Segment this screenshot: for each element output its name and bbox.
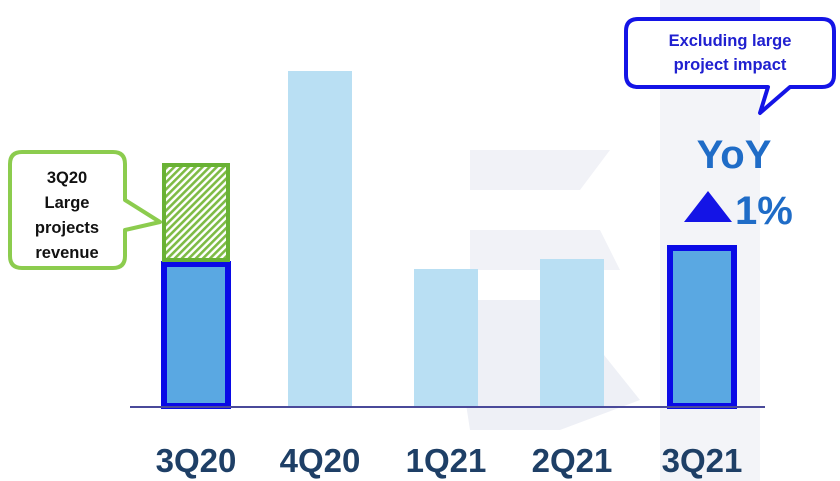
triangle-up-icon (684, 191, 732, 222)
bar-3q20-large-projects (162, 163, 230, 262)
yoy-annotation: YoY 1% (684, 133, 793, 233)
bars-layer (161, 71, 737, 409)
x-tick-label-4q20: 4Q20 (280, 442, 361, 479)
bar-2q21 (540, 259, 604, 406)
large-projects-callout-line-2: Large (45, 194, 90, 212)
excluding-callout-line-2: project impact (674, 56, 787, 74)
large-projects-callout-box (8, 150, 162, 270)
yoy-label: YoY (697, 133, 772, 177)
bar-1q21 (414, 269, 478, 406)
large-projects-callout-line-4: revenue (35, 244, 98, 262)
x-tick-label-1q21: 1Q21 (406, 442, 487, 479)
yoy-value: 1% (735, 189, 793, 233)
x-tick-labels: 3Q20 4Q20 1Q21 2Q21 3Q21 (156, 442, 743, 479)
large-projects-callout-line-1: 3Q20 (47, 169, 87, 187)
x-tick-label-3q21: 3Q21 (662, 442, 743, 479)
large-projects-callout-line-3: projects (35, 219, 99, 237)
bar-3q21 (667, 245, 737, 409)
excluding-callout-box (624, 17, 836, 115)
bar-4q20 (288, 71, 352, 406)
x-tick-label-3q20: 3Q20 (156, 442, 237, 479)
x-tick-label-2q21: 2Q21 (532, 442, 613, 479)
large-projects-callout: 3Q20 Large projects revenue (8, 150, 162, 270)
excluding-callout-line-1: Excluding large (669, 32, 792, 50)
bar-3q20 (161, 261, 231, 409)
excluding-large-project-callout: Excluding large project impact (624, 17, 836, 115)
